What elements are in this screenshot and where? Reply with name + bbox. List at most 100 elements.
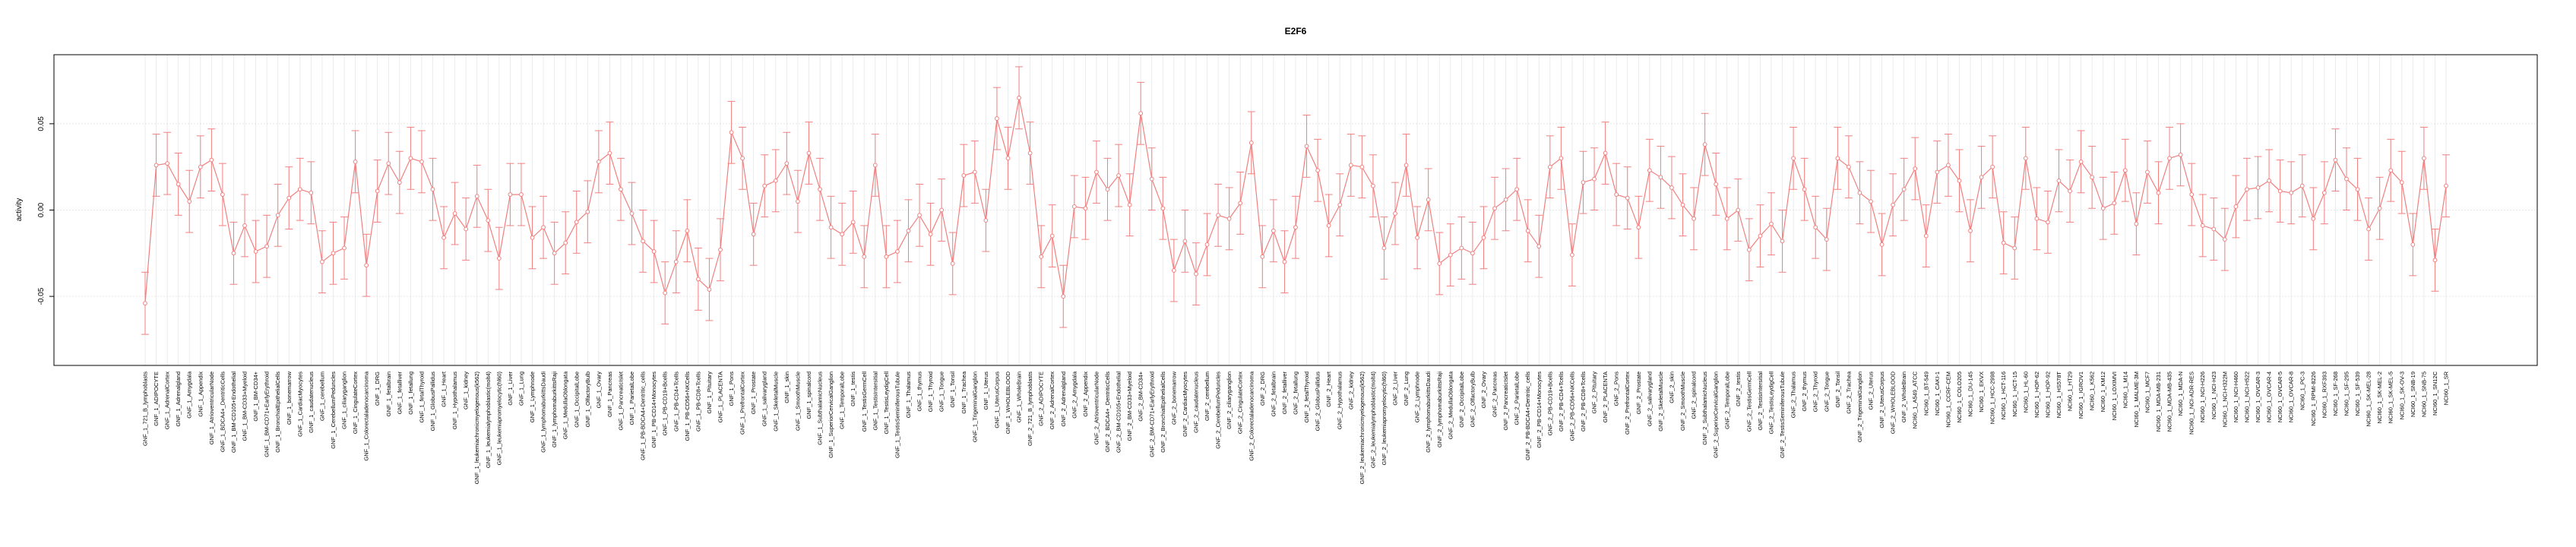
data-point [342,245,347,251]
data-point [1592,176,1597,182]
data-point [641,239,645,244]
x-tick-label: NCI60_1_HCC-2998 [1989,372,1996,424]
data-point [1216,213,1220,218]
x-tick-label: GNF_2_Thalamus [1790,372,1797,419]
data-point [1194,271,1198,277]
data-point [1371,183,1375,188]
data-point [2167,156,2172,161]
data-point [1879,242,1885,247]
data-point [1149,176,1154,182]
x-tick-label: GNF_2_Colorectaladenocarcinoma [1248,371,1255,460]
data-point [1791,156,1796,161]
data-point [1769,221,1774,226]
x-tick-label: GNF_1_TestisIntersitial [872,372,878,431]
data-point [1226,216,1232,221]
x-tick-label: GNF_2_AtrioventricularNode [1093,372,1100,444]
x-tick-label: NCI60_1_HCT-116 [2000,372,2007,419]
x-tick-label: GNF_1_Uterus [983,372,989,410]
x-tick-label: NCI60_1_HOP-62 [2033,372,2040,418]
data-point [1171,268,1176,273]
x-tick-label: GNF_1_Appendix [197,372,204,417]
data-point [2090,175,2095,180]
x-tick-label: GNF_2_BM-CD34+ [1138,371,1144,421]
data-point [2012,245,2017,251]
data-point [541,225,546,230]
data-point [2222,237,2227,242]
x-tick-label: GNF_1_fetalThyroid [418,372,425,423]
x-tick-label: GNF_2_Tongue [1823,372,1830,412]
x-tick-label: GNF_1_WHOLEBLOOD [1005,371,1011,434]
x-tick-label: GNF_1_PB-CD4+Tcells [672,372,679,432]
x-tick-label: GNF_1_leukemialymphoblastic(molt4) [485,372,492,469]
x-tick-label: GNF_1_Pancreas [606,372,613,417]
data-point [619,187,623,192]
data-point [1691,216,1696,221]
data-point [2200,223,2205,228]
x-tick-label: GNF_2_BM-CD71+EarlyErythroid [1148,372,1155,457]
data-point [1702,142,1707,147]
data-point [707,287,712,292]
x-tick-label: GNF_1_TrigeminalGanglion [971,372,978,442]
data-point [2344,176,2349,182]
x-tick-label: GNF_2_BronchialEpithelialCells [1160,372,1166,453]
x-tick-label: GNF_2_WholeBrain [1900,372,1907,422]
x-tick-label: GNF_2_TestisIntersitial [1757,372,1764,431]
x-tick-label: GNF_1_Adrenalgland [175,372,182,427]
data-point [153,163,159,168]
data-point [2023,156,2028,161]
x-tick-label: GNF_2_Pancreas [1492,372,1498,417]
x-tick-label: GNF_1_WholeBrain [1016,372,1023,422]
data-point [275,213,280,218]
data-point [796,199,800,204]
x-tick-label: GNF_1_salivarygland [761,372,768,426]
x-tick-label: GNF_1_fetallung [407,372,414,415]
data-point [231,251,236,256]
x-tick-label: GNF_2_PB-CD14+Monocytes [1536,372,1543,448]
x-tick-label: GNF_1_Heart [441,371,448,407]
data-point [1547,164,1552,169]
x-tick-label: NCI60_1_HS578T [2055,372,2062,419]
x-tick-label: GNF_1_MedullaOblongata [562,371,569,439]
x-tick-label: GNF_2_BDCA4+_DentriticCells [1104,372,1111,452]
x-tick-label: GNF_1_PLACENTA [717,372,724,422]
x-tick-label: GNF_1_CardiacMyocytes [296,372,303,437]
data-point [508,192,513,197]
data-point [1724,216,1729,221]
data-point [784,161,790,166]
data-point [872,163,878,168]
x-tick-label: GNF_1_PB-CD56+NKCells [684,372,691,441]
x-tick-label: GNF_2_ParietalLobe [1514,372,1521,425]
x-tick-label: GNF_2_PB-CD4+Tcells [1558,372,1565,432]
x-tick-label: GNF_2_cerebellum [1204,372,1210,421]
x-tick-label: GNF_1_OccipitalLobe [573,372,580,428]
x-tick-label: GNF_1_caudatenucleus [308,372,315,433]
x-tick-label: NCI60_1_SF-539 [2354,372,2361,416]
x-tick-label: GNF_1_TestisGermCell [861,372,868,432]
x-tick-label: NCI60_1_SR [2443,371,2450,405]
data-point [1680,202,1685,207]
data-point [840,232,845,237]
x-tick-label: GNF_2_SmoothMuscle [1679,372,1686,431]
x-tick-label: NCI60_1_LOXIMVI [2111,372,2118,420]
x-tick-label: GNF_1_OlfactoryBulb [584,372,591,427]
data-point [2122,168,2128,173]
data-point [2444,183,2448,188]
x-tick-label: NCI60_1_SK-MEL-28 [2366,372,2372,427]
x-tick-label: GNF_1_Hypothalamus [451,372,458,430]
x-tick-label: NCI60_1_OVCAR-5 [2277,372,2283,422]
x-tick-label: GNF_1_leukemiachronicmyelogenous(k562) [473,372,480,485]
data-point [1935,169,1940,175]
x-tick-label: GNF_1_PB-CD19+Bcells [662,372,669,436]
data-point [1182,239,1188,244]
x-tick-label: NCI60_1_OVCAR-3 [2255,372,2261,422]
x-tick-label: GNF_2_PancreaticIslet [1502,371,1509,430]
x-tick-label: GNF_2_Trachea [1845,371,1852,413]
data-point [1625,195,1630,201]
x-tick-label: NCI60_1_NCI-H460 [2233,372,2239,422]
data-point [1979,175,1984,180]
data-point [2432,258,2438,263]
x-tick-label: GNF_2_Lymphnode [1414,372,1421,422]
x-tick-label: GNF_2_ADIPOCYTE [1038,372,1045,426]
x-tick-label: GNF_1_Ovary [595,372,602,409]
